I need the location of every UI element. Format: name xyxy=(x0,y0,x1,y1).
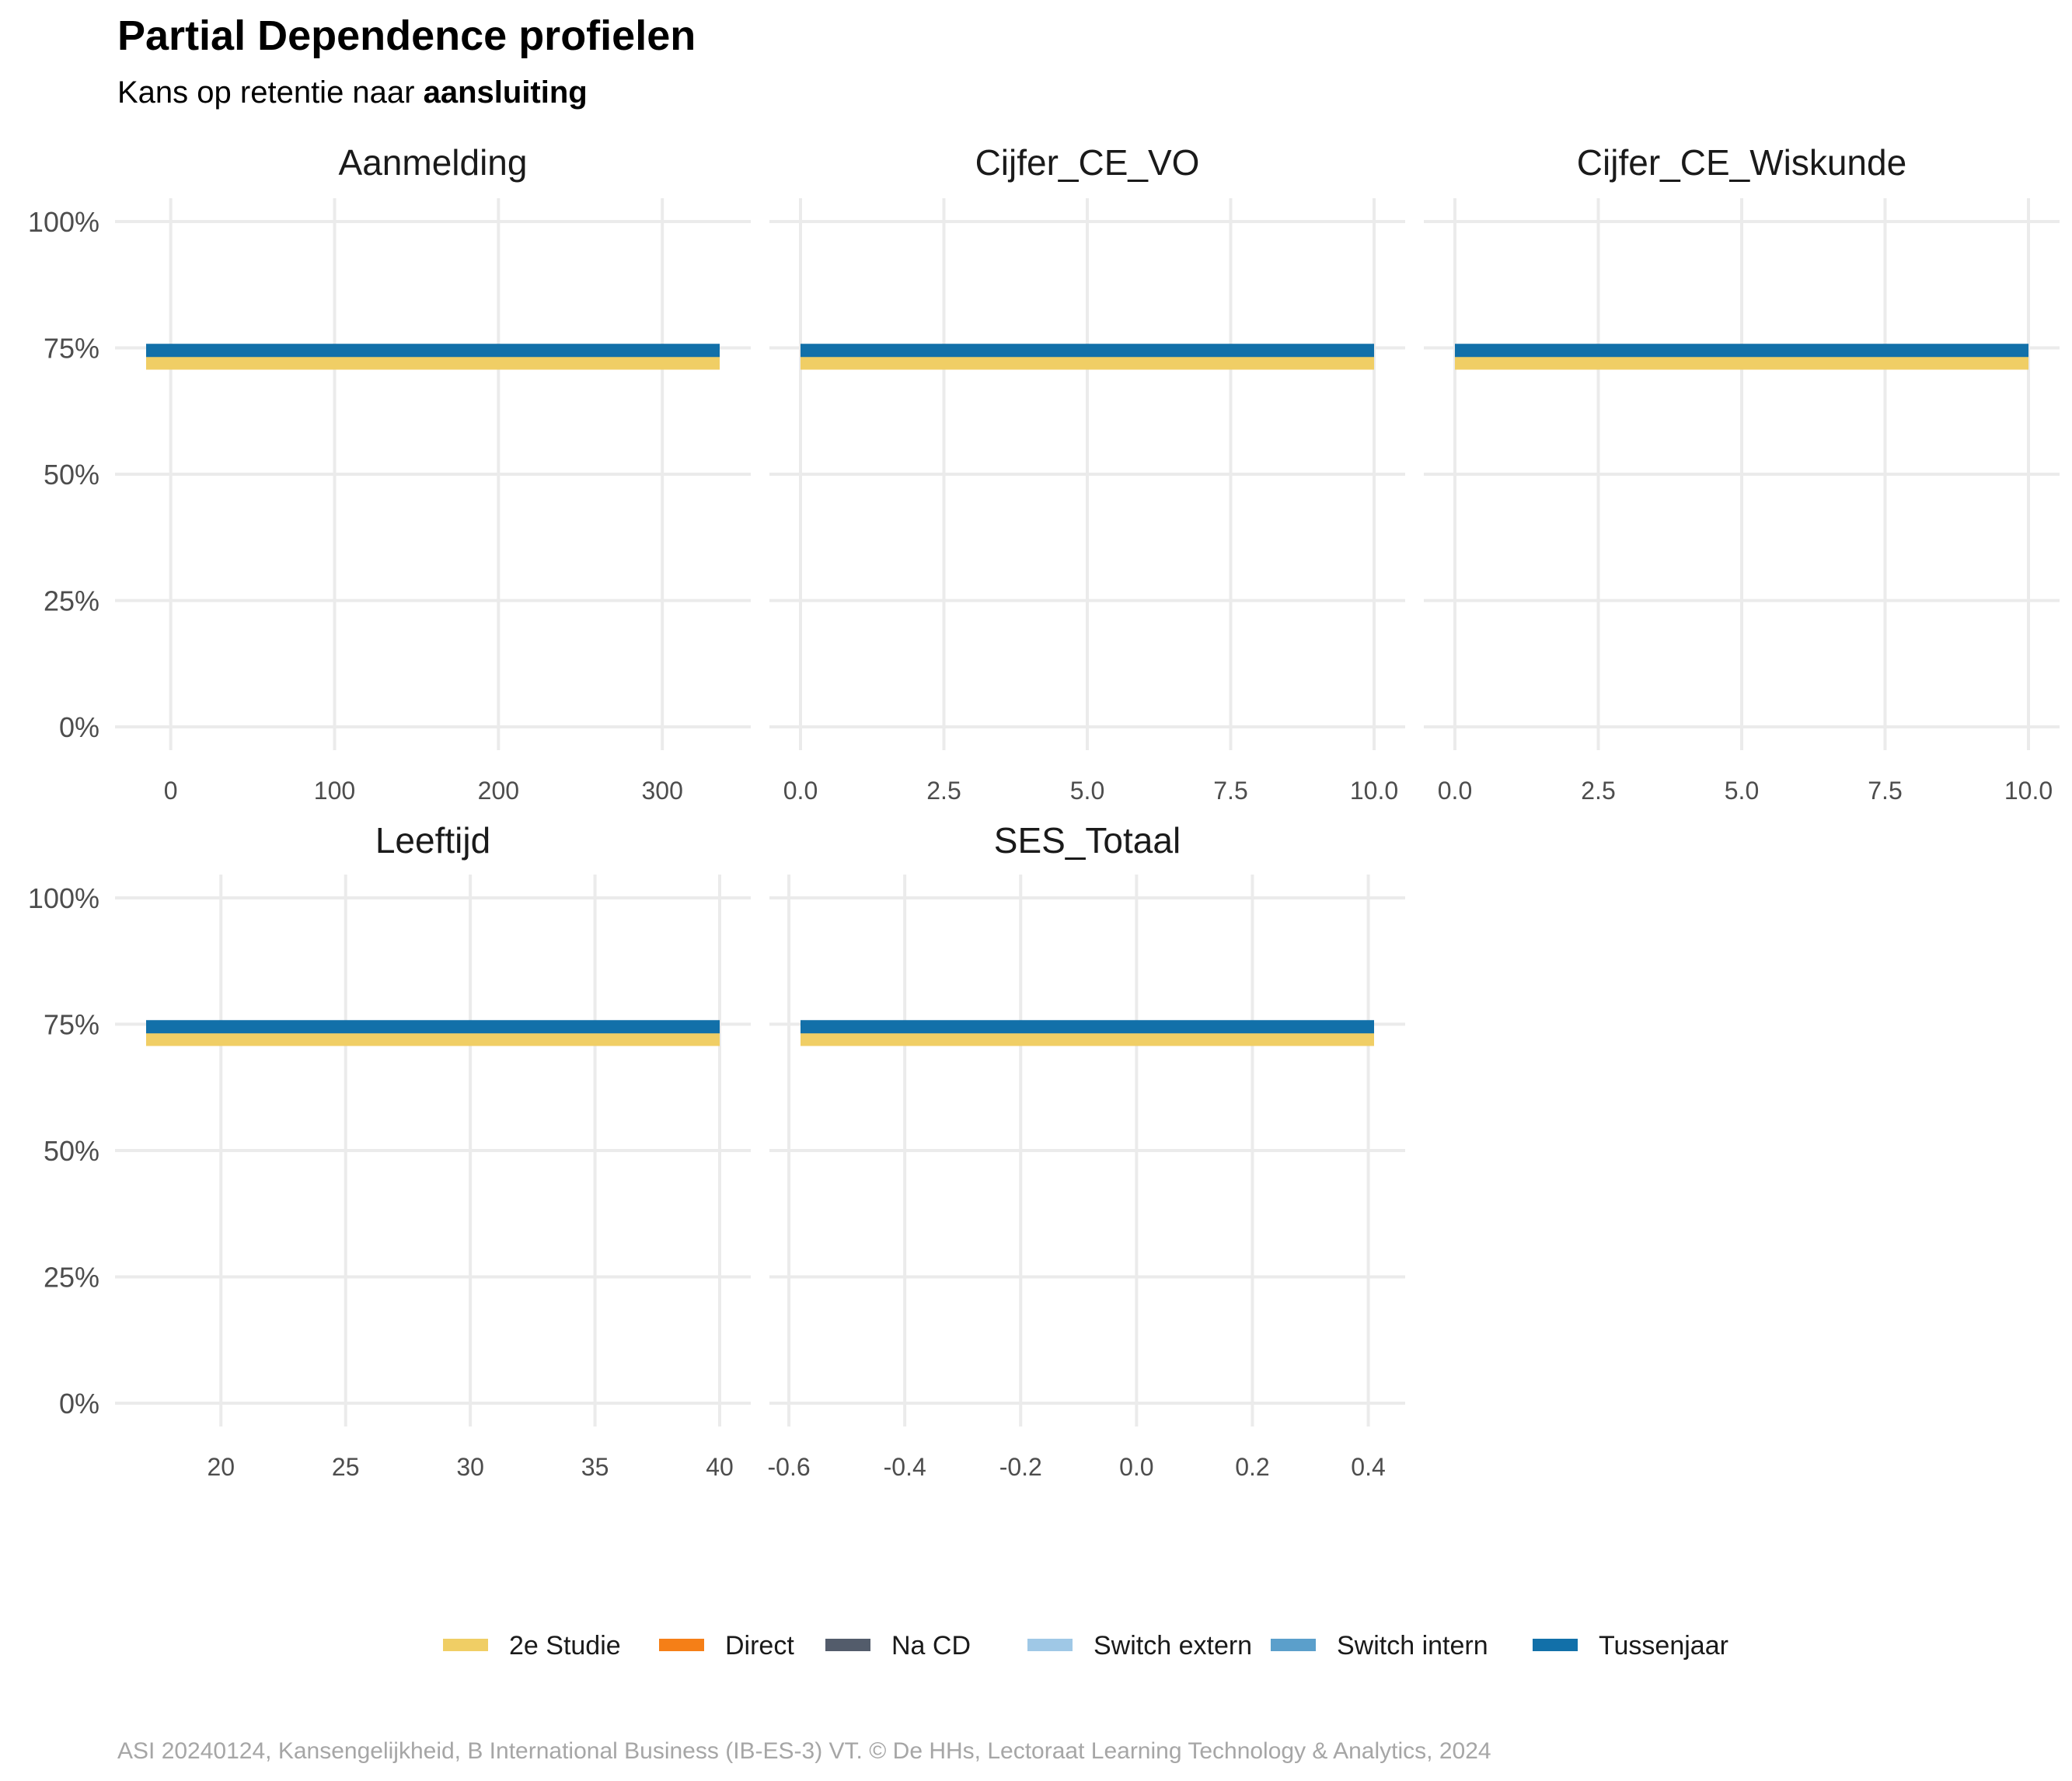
y-tick-label: 75% xyxy=(44,1009,99,1041)
y-tick-label: 0% xyxy=(59,1388,99,1420)
facet-title: Cijfer_CE_VO xyxy=(975,142,1200,183)
x-tick-label: 200 xyxy=(478,777,519,805)
y-tick-label: 0% xyxy=(59,711,99,743)
facet-title: SES_Totaal xyxy=(994,820,1181,861)
legend-key xyxy=(1271,1639,1316,1651)
legend-item-na-cd: Na CD xyxy=(825,1631,971,1661)
y-tick-label: 25% xyxy=(44,1262,99,1294)
x-tick-label: 0.4 xyxy=(1351,1453,1385,1481)
x-tick-label: 30 xyxy=(456,1453,484,1481)
x-tick-label: 300 xyxy=(642,777,683,805)
legend-key xyxy=(1533,1639,1578,1651)
x-tick-label: -0.2 xyxy=(999,1453,1042,1481)
chart-title: Partial Dependence profielen xyxy=(117,12,696,59)
x-tick-label: 0 xyxy=(164,777,178,805)
subtitle-emphasis: aansluiting xyxy=(424,75,588,110)
facet-leeftijd: Leeftijd 0% 25% 50% 75% 100% 20 25 30 35 40 xyxy=(28,820,751,1481)
y-tick-label: 50% xyxy=(44,1135,99,1167)
x-tick-label: 0.0 xyxy=(783,777,818,805)
facet-title: Aanmelding xyxy=(339,142,528,183)
legend-key xyxy=(1027,1639,1073,1651)
x-tick-label: 10.0 xyxy=(1350,777,1398,805)
x-tick-label: 100 xyxy=(314,777,355,805)
legend-label: Switch intern xyxy=(1337,1631,1488,1661)
x-tick-label: 20 xyxy=(207,1453,235,1481)
y-tick-label: 100% xyxy=(28,206,99,238)
legend-label: Switch extern xyxy=(1094,1631,1252,1661)
x-tick-label: 5.0 xyxy=(1725,777,1759,805)
facet-title: Cijfer_CE_Wiskunde xyxy=(1577,142,1906,183)
x-tick-label: 7.5 xyxy=(1213,777,1247,805)
y-tick-label: 50% xyxy=(44,459,99,491)
facet-panels: Aanmelding 0% 25% 50% 75% 100% 0 100 200 300 Cijfe… xyxy=(28,142,2060,1481)
x-tick-label: 10.0 xyxy=(2004,777,2053,805)
x-tick-label: 2.5 xyxy=(1581,777,1615,805)
y-tick-label: 25% xyxy=(44,585,99,617)
x-tick-label: 0.0 xyxy=(1438,777,1472,805)
y-tick-label: 100% xyxy=(28,882,99,914)
legend: 2e Studie Direct Na CD Switch extern Switch … xyxy=(443,1631,1728,1661)
x-tick-label: 25 xyxy=(332,1453,360,1481)
facet-ses-totaal: SES_Totaal -0.6 -0.4 -0.2 0.0 0.2 0.4 xyxy=(768,820,1405,1481)
legend-item-switch-extern: Switch extern xyxy=(1027,1631,1252,1661)
legend-key xyxy=(443,1639,488,1651)
x-tick-label: 35 xyxy=(581,1453,609,1481)
legend-key xyxy=(825,1639,870,1651)
facet-title: Leeftijd xyxy=(375,820,490,861)
facet-cijfer-ce-vo: Cijfer_CE_VO 0.0 2.5 5.0 7.5 10.0 xyxy=(769,142,1405,805)
x-tick-label: -0.4 xyxy=(884,1453,926,1481)
x-tick-label: -0.6 xyxy=(768,1453,811,1481)
legend-label: Direct xyxy=(725,1631,794,1661)
legend-label: Na CD xyxy=(891,1631,971,1661)
legend-item-direct: Direct xyxy=(659,1631,794,1661)
x-tick-label: 0.2 xyxy=(1235,1453,1269,1481)
subtitle-prefix: Kans op retentie naar xyxy=(117,75,424,110)
chart-caption: ASI 20240124, Kansengelijkheid, B Intern… xyxy=(117,1738,1491,1764)
y-tick-label: 75% xyxy=(44,333,99,365)
legend-item-tussenjaar: Tussenjaar xyxy=(1533,1631,1728,1661)
x-tick-label: 2.5 xyxy=(926,777,961,805)
x-tick-label: 40 xyxy=(706,1453,734,1481)
legend-key xyxy=(659,1639,704,1651)
legend-label: 2e Studie xyxy=(509,1631,621,1661)
x-tick-label: 5.0 xyxy=(1070,777,1104,805)
chart-subtitle: Kans op retentie naar aansluiting xyxy=(117,75,588,110)
x-tick-label: 7.5 xyxy=(1868,777,1902,805)
legend-item-2e-studie: 2e Studie xyxy=(443,1631,621,1661)
facet-aanmelding: Aanmelding 0% 25% 50% 75% 100% 0 100 200 300 xyxy=(28,142,751,805)
x-tick-label: 0.0 xyxy=(1119,1453,1153,1481)
facet-cijfer-ce-wiskunde: Cijfer_CE_Wiskunde 0.0 2.5 5.0 7.5 10.0 xyxy=(1424,142,2060,805)
legend-item-switch-intern: Switch intern xyxy=(1271,1631,1488,1661)
legend-label: Tussenjaar xyxy=(1599,1631,1728,1661)
